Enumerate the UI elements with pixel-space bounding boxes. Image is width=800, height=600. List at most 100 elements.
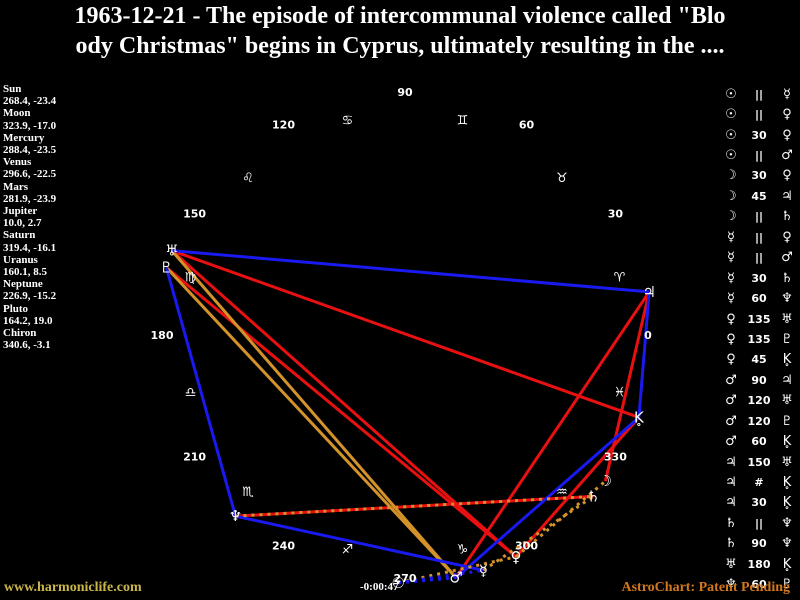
- aspect-planet1-glyph: ☽: [725, 188, 737, 204]
- aspect-row-16: ♂ 120 ♅: [720, 391, 798, 411]
- aspect-planet1-glyph: ♀: [726, 311, 736, 327]
- aspect-planet2-glyph: ♃: [781, 188, 793, 204]
- aspect-line-venus-30-moon: [515, 479, 607, 558]
- planet-name-saturn: Saturn: [3, 229, 36, 242]
- planet-values-mercury: 288.4, -23.5: [3, 144, 57, 157]
- aspect-line-chiron-45-venus: [514, 416, 641, 558]
- degree-label-90: 90: [397, 86, 413, 99]
- aspect-line-jupiter-45-moon: [603, 291, 651, 482]
- aspect-line-uranus-180-chiron: [171, 249, 640, 419]
- aspect-row-20: ♃ # K̥: [720, 472, 798, 492]
- aspect-planet1-glyph: ♂: [725, 434, 737, 450]
- page-title: 1963-12-21 - The episode of intercommuna…: [0, 1, 800, 61]
- degree-label-180: 180: [151, 329, 174, 342]
- planet-values-venus: 296.6, -22.5: [3, 168, 57, 181]
- zodiac-capricorn-icon: ♑: [457, 542, 469, 557]
- aspect-line-mercury-30-saturn: [482, 495, 595, 572]
- aspect-planet2-glyph: ♂: [781, 148, 793, 164]
- planet-values-jupiter: 10.0, 2.7: [3, 217, 42, 230]
- aspect-row-12: ♀ 135 ♅: [720, 309, 798, 329]
- aspect-planet1-glyph: ☿: [727, 270, 735, 286]
- aspect-row-22: ♄ || ♆: [720, 513, 798, 533]
- planet-name-neptune: Neptune: [3, 278, 43, 291]
- aspect-type: 120: [747, 414, 771, 428]
- aspect-planet2-glyph: K̥: [782, 495, 792, 511]
- planet-values-saturn: 319.4, -16.1: [3, 241, 57, 254]
- aspect-line-sun-parallel-mars: [397, 576, 457, 585]
- aspect-line-neptune-parallel-saturn: [235, 494, 594, 518]
- aspect-type: 135: [747, 332, 771, 346]
- aspect-line-uranus-135-venus: [170, 249, 517, 558]
- zodiac-scorpio-icon: ♏: [242, 485, 254, 500]
- aspect-type: 60: [751, 435, 767, 449]
- aspect-planet1-glyph: ☽: [725, 209, 737, 225]
- aspect-planet2-glyph: ♆: [781, 536, 793, 552]
- wheel-planet-sun-icon: ☉: [391, 574, 404, 592]
- planet-name-jupiter: Jupiter: [3, 205, 38, 218]
- planet-values-mars: 281.9, -23.9: [3, 192, 57, 205]
- degree-label-0: 0: [644, 329, 652, 342]
- aspect-row-25: ♆ 60 ♇: [720, 575, 798, 595]
- aspect-row-4: ☉ || ♂: [720, 145, 798, 165]
- aspect-planet2-glyph: K̥: [782, 475, 792, 491]
- zodiac-cancer-icon: ♋: [342, 114, 354, 129]
- aspect-planet1-glyph: ♄: [725, 536, 737, 552]
- aspect-row-24: ♅ 180 K̥: [720, 554, 798, 574]
- aspect-row-7: ☽ || ♄: [720, 207, 798, 227]
- aspect-planet1-glyph: ☿: [727, 291, 735, 307]
- wheel-planet-mercury-icon: ☿: [479, 561, 488, 579]
- aspect-line-uranus-150-jupiter: [171, 249, 650, 294]
- planet-values-sun: 268.4, -23.4: [3, 95, 57, 108]
- planet-name-chiron: Chiron: [3, 327, 37, 340]
- aspect-type: ||: [754, 210, 764, 224]
- aspect-type: 30: [751, 128, 767, 142]
- aspect-type: 30: [751, 169, 767, 183]
- planet-name-uranus: Uranus: [3, 253, 38, 266]
- planet-name-pluto: Pluto: [3, 302, 29, 315]
- aspect-planet2-glyph: K̥: [782, 556, 792, 572]
- aspect-row-17: ♂ 120 ♇: [720, 411, 798, 431]
- degree-label-210: 210: [183, 451, 206, 464]
- zodiac-aquarius-icon: ♒: [556, 485, 568, 500]
- aspect-type: ||: [754, 149, 764, 163]
- aspect-type: ||: [754, 516, 764, 530]
- planet-position-list: Sun 268.4, -23.4 Moon 323.9, -17.0 Mercury 28…: [3, 83, 56, 351]
- wheel-planet-jupiter-icon: ♃: [642, 283, 655, 301]
- aspect-row-6: ☽ 45 ♃: [720, 186, 798, 206]
- aspect-type: ||: [754, 108, 764, 122]
- aspect-type: ||: [754, 251, 764, 265]
- aspect-row-9: ☿ || ♂: [720, 248, 798, 268]
- aspect-type: 45: [751, 189, 767, 203]
- wheel-planet-uranus-icon: ♅: [165, 242, 178, 260]
- zodiac-sagittarius-icon: ♐: [342, 542, 354, 557]
- aspect-row-18: ♂ 60 K̥: [720, 431, 798, 451]
- aspect-row-14: ♀ 45 K̥: [720, 350, 798, 370]
- degree-label-330: 330: [604, 451, 627, 464]
- aspect-planet2-glyph: ♄: [781, 209, 793, 225]
- aspect-line-pluto-60-neptune: [164, 267, 237, 517]
- zodiac-taurus-icon: ♉: [556, 171, 568, 186]
- aspect-planet1-glyph: ♅: [725, 556, 737, 572]
- aspect-planet2-glyph: ☿: [783, 86, 791, 102]
- aspect-planet2-glyph: ♀: [782, 127, 792, 143]
- website-url: www.harmoniclife.com: [4, 580, 142, 595]
- aspect-planet2-glyph: ♀: [782, 107, 792, 123]
- planet-values-pluto: 164.2, 19.0: [3, 314, 53, 327]
- aspect-type: 135: [747, 312, 771, 326]
- aspect-row-10: ☿ 30 ♄: [720, 268, 798, 288]
- aspect-planet2-glyph: ♀: [782, 229, 792, 245]
- aspect-type: ||: [754, 87, 764, 101]
- planet-name-venus: Venus: [3, 156, 32, 169]
- aspect-planet2-glyph: ♇: [781, 331, 793, 347]
- aspect-planet2-glyph: ♆: [781, 515, 793, 531]
- aspect-row-13: ♀ 135 ♇: [720, 329, 798, 349]
- zodiac-aries-icon: ♈: [614, 271, 626, 286]
- aspect-planet2-glyph: K̥: [782, 352, 792, 368]
- aspect-row-2: ☉ || ♀: [720, 104, 798, 124]
- degree-label-120: 120: [272, 119, 295, 132]
- planet-values-moon: 323.9, -17.0: [3, 119, 57, 132]
- aspect-row-8: ☿ || ♀: [720, 227, 798, 247]
- aspect-planet1-glyph: ☉: [725, 148, 737, 164]
- aspect-row-21: ♃ 30 K̥: [720, 493, 798, 513]
